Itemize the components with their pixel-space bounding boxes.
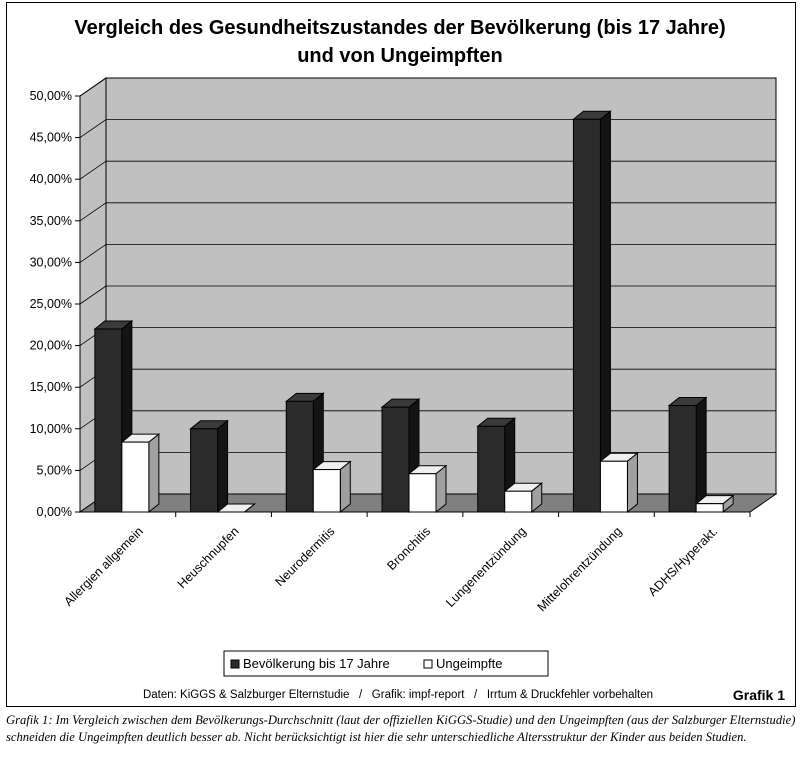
bar-side: [626, 452, 638, 514]
y-tick-label: 50,00%: [30, 89, 72, 103]
bar: [312, 469, 341, 513]
bar: [121, 441, 150, 513]
bar: [285, 400, 314, 513]
bar-side: [217, 419, 229, 514]
chart: Vergleich des Gesundheitszustandes der B…: [30, 17, 786, 703]
gridline-side: [79, 160, 107, 180]
gridline-side: [79, 202, 107, 222]
bar-side: [148, 433, 160, 514]
y-tick-label: 5,00%: [37, 463, 72, 477]
category-label: Allergien allgemein: [61, 524, 146, 609]
category-label: Lungenentzündung: [443, 524, 529, 610]
y-tick-label: 15,00%: [30, 380, 72, 394]
bar: [504, 490, 533, 513]
chart-title-line2: und von Ungeimpften: [297, 45, 503, 67]
y-tick-label: 45,00%: [30, 131, 72, 145]
y-tick-label: 35,00%: [30, 214, 72, 228]
bar: [381, 406, 410, 513]
chart-title-line1: Vergleich des Gesundheitszustandes der B…: [74, 17, 725, 39]
footer-source: Daten: KiGGS & Salzburger Elternstudie /…: [143, 689, 653, 701]
legend: Bevölkerung bis 17 Jahre Ungeimpfte: [223, 650, 549, 677]
y-tick-label: 0,00%: [37, 505, 72, 519]
plot-area: 0,00% 5,00% 10,00% 15,00% 20,00% 25,00% 30,00%…: [30, 77, 778, 614]
gridline-side: [79, 244, 107, 263]
legend-label-bevoelkerung: Bevölkerung bis 17 Jahre: [243, 656, 390, 671]
legend-label-ungeimpfte: Ungeimpfte: [436, 656, 502, 671]
gridline-side: [79, 285, 107, 305]
bar: [94, 328, 123, 513]
y-tick-label: 10,00%: [30, 422, 72, 436]
category-label: Heuschnupfen: [175, 524, 242, 591]
category-label: Bronchitis: [384, 524, 433, 573]
bar: [572, 118, 601, 513]
bar: [190, 428, 219, 513]
figure-caption: Grafik 1: Im Vergleich zwischen dem Bevö…: [6, 713, 796, 744]
bar: [408, 473, 437, 513]
y-tick-label: 25,00%: [30, 297, 72, 311]
legend-box: [223, 650, 549, 677]
bar-side: [435, 464, 447, 514]
bar-side: [339, 460, 351, 514]
legend-swatch-ungeimpfte: [423, 659, 433, 669]
bar: [668, 405, 697, 513]
y-tick-label: 40,00%: [30, 172, 72, 186]
bar-side: [695, 396, 707, 514]
bar: [695, 503, 724, 513]
bar-side: [599, 110, 611, 514]
gridline-side: [79, 119, 107, 138]
bar: [477, 425, 506, 513]
grafik-tag: Grafik 1: [733, 687, 785, 703]
category-label: Mittelohrentzündung: [535, 524, 625, 614]
category-label: ADHS/Hyperakt.: [646, 524, 721, 599]
category-label: Neurodermitis: [272, 524, 337, 589]
gridline-side: [79, 77, 107, 97]
bar: [599, 460, 628, 513]
y-tick-label: 30,00%: [30, 255, 72, 269]
y-tick-label: 20,00%: [30, 339, 72, 353]
bar-side: [244, 503, 255, 513]
legend-swatch-bevoelkerung: [230, 659, 240, 669]
